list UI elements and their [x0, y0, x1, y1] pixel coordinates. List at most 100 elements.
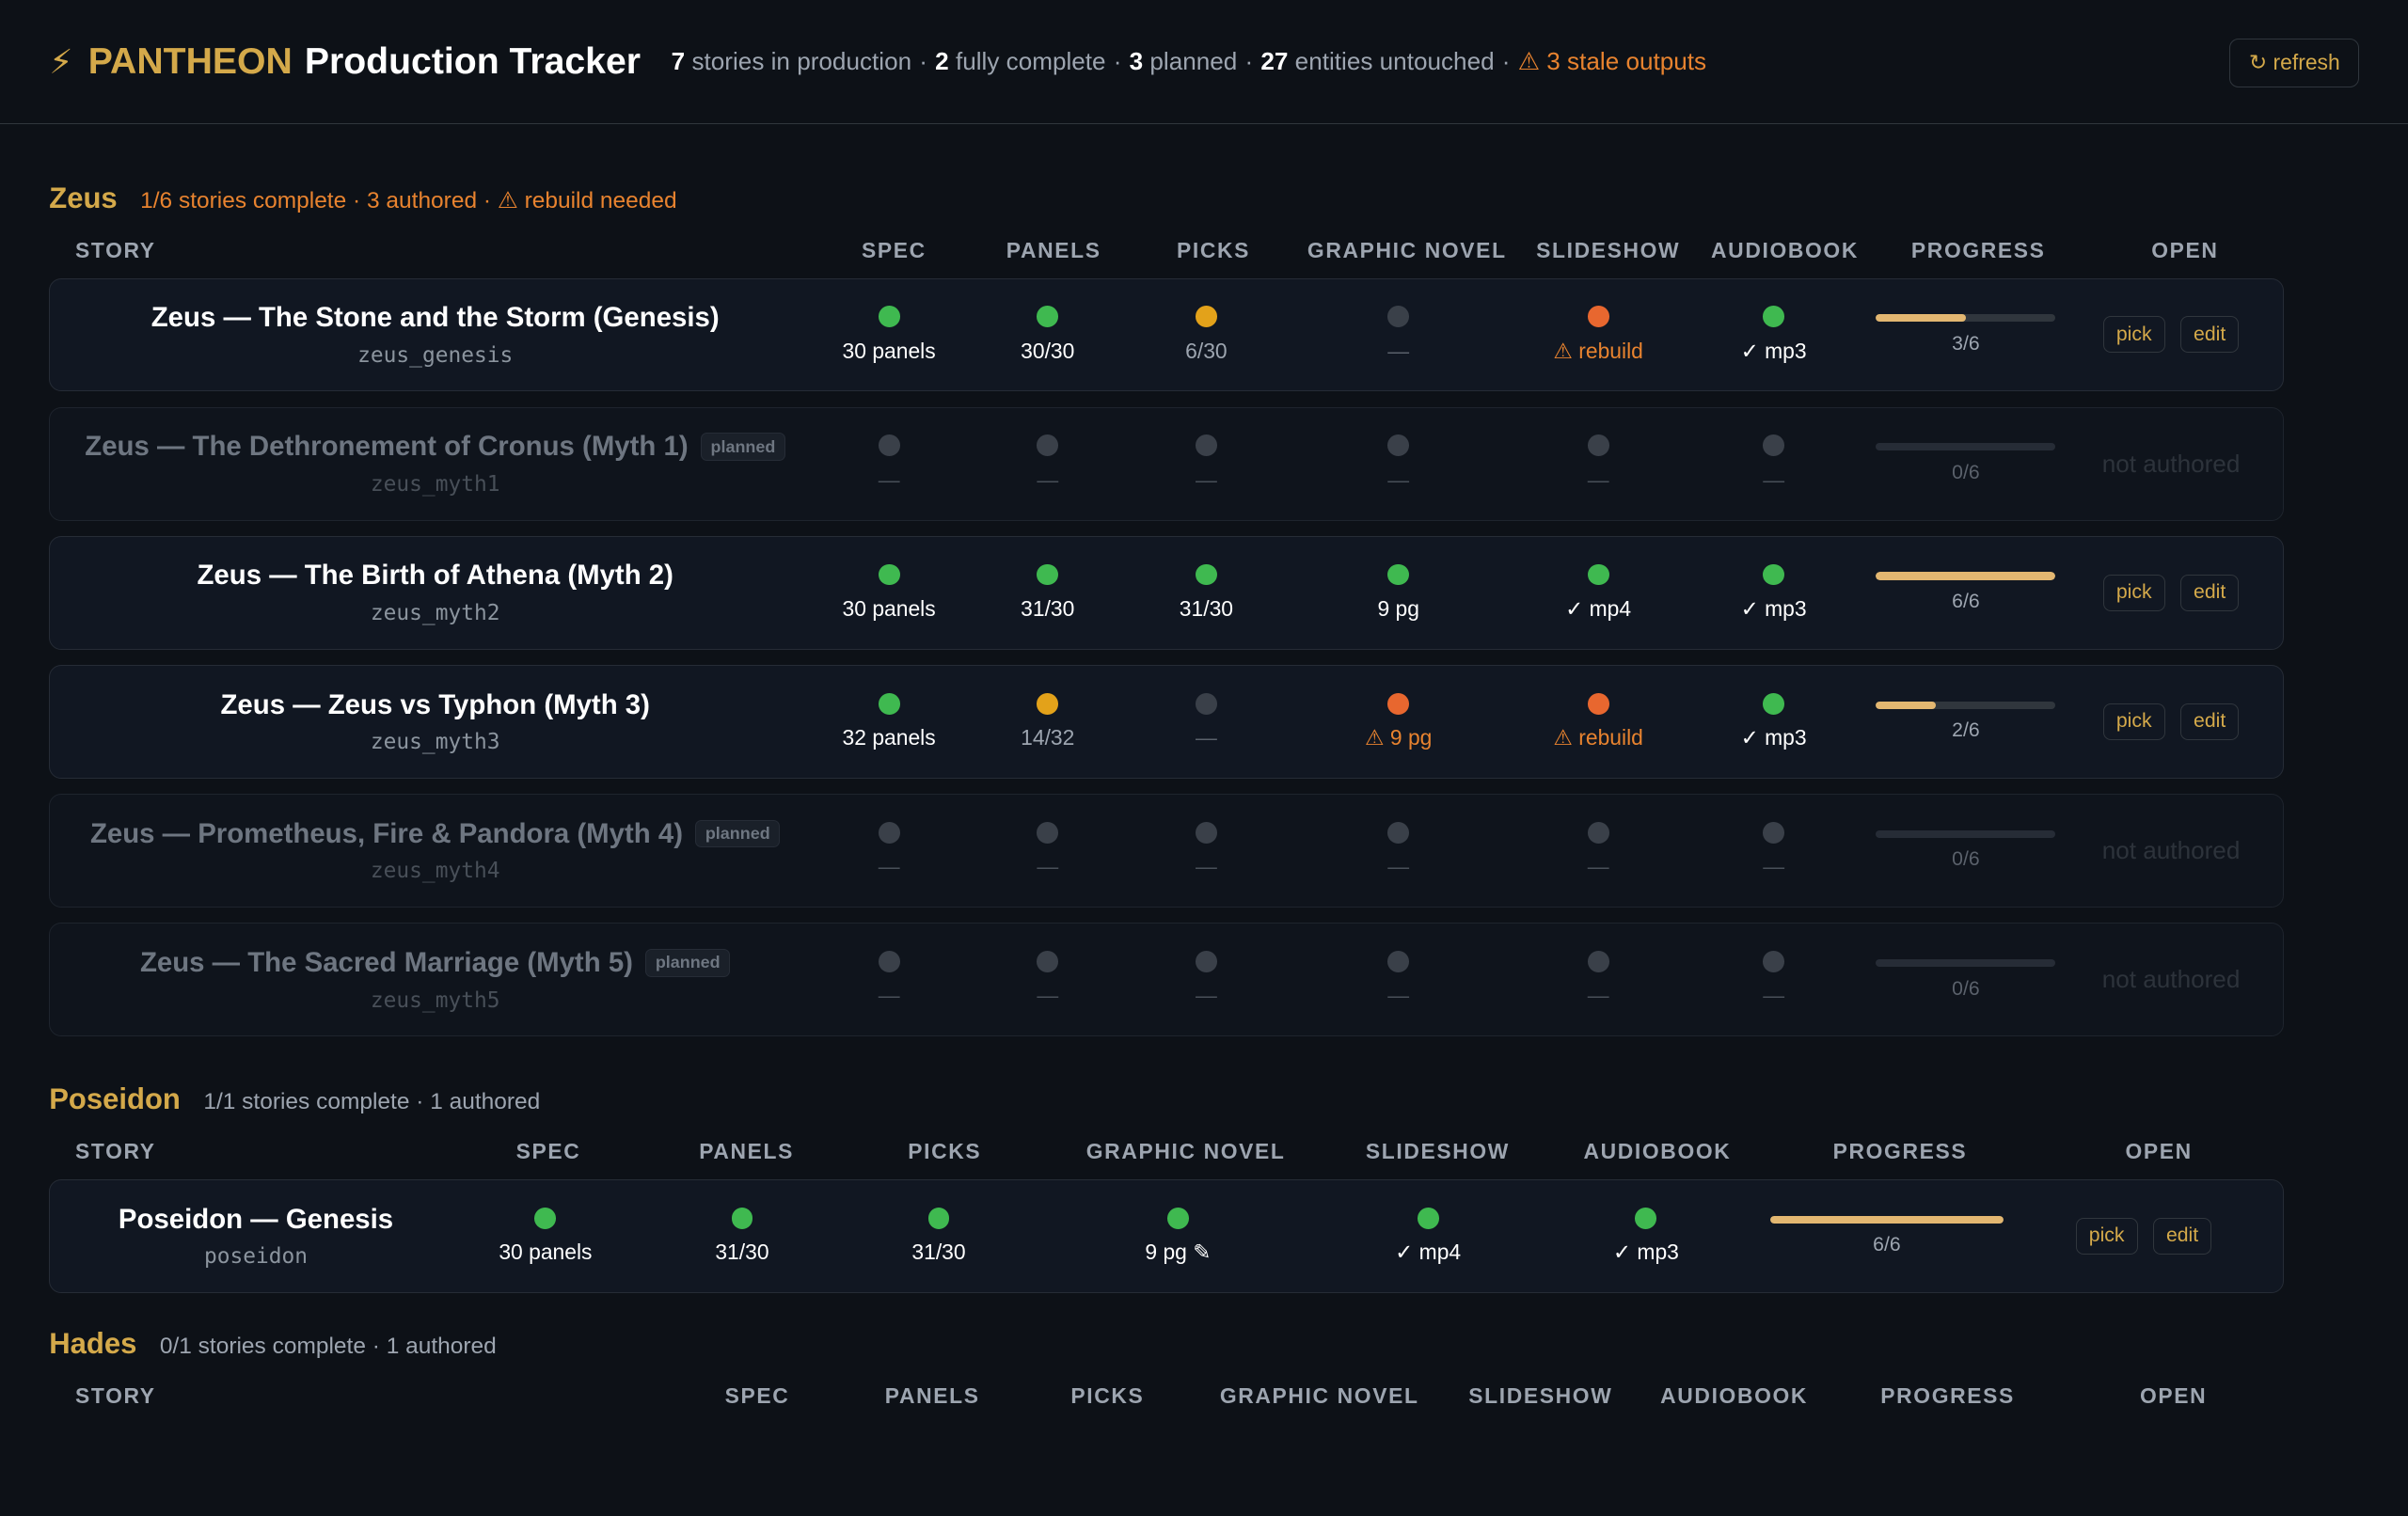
- refresh-button[interactable]: ↻ refresh: [2229, 38, 2360, 87]
- picks-status: —: [1137, 434, 1275, 492]
- audiobook-value: —: [1763, 983, 1785, 1008]
- not-authored-label: not authored: [2101, 965, 2241, 994]
- edit-button[interactable]: edit: [2179, 574, 2240, 611]
- complete-count: 2: [935, 47, 949, 76]
- status-dot-icon: [1763, 821, 1785, 844]
- story-row: Zeus — The Sacred Marriage (Myth 5) plann…: [49, 923, 2285, 1037]
- slideshow-status: ✓ mp4: [1522, 563, 1674, 622]
- picks-value: —: [1195, 983, 1217, 1008]
- story-title: Zeus — The Sacred Marriage (Myth 5): [139, 946, 633, 978]
- stale-outputs-warning: ⚠ 3 stale outputs: [1517, 47, 1707, 76]
- column-header-open: OPEN: [2139, 1382, 2208, 1408]
- panels-value: 30/30: [1021, 338, 1075, 363]
- status-dot-icon: [1587, 306, 1609, 328]
- panels-status: 31/30: [629, 1207, 855, 1265]
- open-cell: not authored: [2059, 450, 2283, 479]
- pick-button[interactable]: pick: [2102, 574, 2165, 611]
- open-cell: pick edit: [2059, 703, 2283, 740]
- status-dot-icon: [731, 1207, 753, 1229]
- spec-status: 30 panels: [820, 306, 958, 363]
- panels-status: 30/30: [958, 306, 1137, 363]
- edit-button[interactable]: edit: [2152, 1217, 2212, 1255]
- column-header-progress: PROGRESS: [1880, 1382, 2015, 1408]
- status-dot-icon: [1387, 821, 1410, 844]
- panels-status: —: [958, 434, 1137, 492]
- status-dot-icon: [1166, 1207, 1189, 1229]
- progress-bar: [1769, 1215, 2004, 1224]
- summary-stats: 7 stories in production · 2 fully complete…: [671, 47, 1707, 76]
- slideshow-status: —: [1522, 434, 1674, 492]
- story-id: zeus_myth4: [370, 859, 500, 884]
- story-title: Zeus — The Dethronement of Cronus (Myth …: [85, 431, 689, 463]
- progress-cell: 3/6: [1873, 314, 2059, 355]
- status-dot-icon: [878, 692, 900, 715]
- spec-value: 30 panels: [842, 595, 936, 621]
- panels-value: 31/30: [1021, 595, 1075, 621]
- status-dot-icon: [1195, 434, 1217, 457]
- story-cell: Poseidon — Genesis poseidon: [50, 1204, 462, 1270]
- column-header-spec: SPEC: [724, 1382, 790, 1408]
- progress-text: 0/6: [1952, 461, 1980, 483]
- panels-value: 31/30: [715, 1240, 769, 1265]
- story-cell: Zeus — The Sacred Marriage (Myth 5) plann…: [50, 947, 820, 1013]
- audiobook-value: ✓ mp3: [1612, 1240, 1679, 1265]
- panels-value: 14/32: [1021, 725, 1075, 750]
- column-header-picks: PICKS: [1070, 1382, 1145, 1408]
- panels-value: —: [1037, 466, 1059, 492]
- graphic-novel-status: —: [1275, 821, 1522, 879]
- pick-button[interactable]: pick: [2102, 316, 2165, 354]
- story-title: Zeus — Prometheus, Fire & Pandora (Myth …: [89, 817, 683, 849]
- status-dot-icon: [1387, 306, 1410, 328]
- status-dot-icon: [1195, 306, 1217, 328]
- story-id: zeus_genesis: [357, 342, 514, 368]
- story-row: Zeus — The Stone and the Storm (Genesis)…: [49, 277, 2285, 392]
- status-dot-icon: [1587, 434, 1609, 457]
- picks-status: —: [1137, 951, 1275, 1008]
- sections-container: Zeus 1/6 stories complete · 3 authored · …: [0, 182, 2408, 1424]
- pick-button[interactable]: pick: [2075, 1217, 2138, 1255]
- graphic-novel-status: —: [1275, 306, 1522, 363]
- slideshow-value: —: [1587, 854, 1609, 879]
- status-dot-icon: [1587, 563, 1609, 586]
- status-dot-icon: [1387, 563, 1410, 586]
- edit-button[interactable]: edit: [2179, 703, 2240, 740]
- picks-status: —: [1137, 821, 1275, 879]
- story-title: Zeus — The Stone and the Storm (Genesis): [150, 302, 720, 334]
- slideshow-value: ✓ mp4: [1565, 595, 1632, 621]
- panels-value: —: [1037, 983, 1059, 1008]
- in-production-label: stories in production: [691, 47, 912, 76]
- audiobook-status: —: [1674, 951, 1873, 1008]
- status-dot-icon: [1763, 692, 1785, 715]
- column-header-picks: PICKS: [1177, 237, 1251, 262]
- slideshow-status: ⚠ rebuild: [1522, 692, 1674, 750]
- audiobook-status: ✓ mp3: [1523, 1207, 1770, 1265]
- audiobook-value: —: [1763, 854, 1785, 879]
- panels-status: 31/30: [958, 563, 1137, 622]
- spec-value: 32 panels: [842, 725, 936, 750]
- brand-name: PANTHEON: [87, 40, 293, 82]
- section-summary: 1/1 stories complete · 1 authored: [203, 1089, 541, 1115]
- story-cell: Zeus — Zeus vs Typhon (Myth 3) zeus_myth3: [50, 689, 820, 755]
- planned-count: 3: [1129, 47, 1144, 76]
- story-cell: Zeus — The Birth of Athena (Myth 2) zeus_…: [50, 560, 820, 625]
- spec-value: —: [878, 983, 900, 1008]
- section-header: Poseidon 1/1 stories complete · 1 authore…: [49, 1082, 2359, 1124]
- audiobook-status: —: [1674, 434, 1873, 492]
- section-hades: Hades 0/1 stories complete · 1 authored ST…: [49, 1327, 2359, 1424]
- pick-button[interactable]: pick: [2102, 703, 2165, 740]
- untouched-label: entities untouched: [1294, 47, 1495, 76]
- column-headers: STORY SPEC PANELS PICKS GRAPHIC NOVEL SLIDESH…: [49, 1368, 2359, 1424]
- edit-button[interactable]: edit: [2179, 316, 2240, 354]
- in-production-count: 7: [671, 47, 686, 76]
- status-dot-icon: [1587, 951, 1609, 972]
- graphic-novel-status: —: [1275, 951, 1522, 1008]
- slideshow-status: ⚠ rebuild: [1522, 306, 1674, 363]
- audiobook-status: ✓ mp3: [1674, 306, 1873, 363]
- section-title: Zeus: [49, 181, 118, 214]
- status-dot-icon: [1037, 306, 1059, 328]
- audiobook-value: ✓ mp3: [1740, 725, 1807, 750]
- picks-status: 6/30: [1137, 306, 1275, 363]
- column-header-panels: PANELS: [1006, 237, 1101, 262]
- picks-value: 6/30: [1185, 338, 1228, 363]
- progress-bar: [1876, 701, 2056, 709]
